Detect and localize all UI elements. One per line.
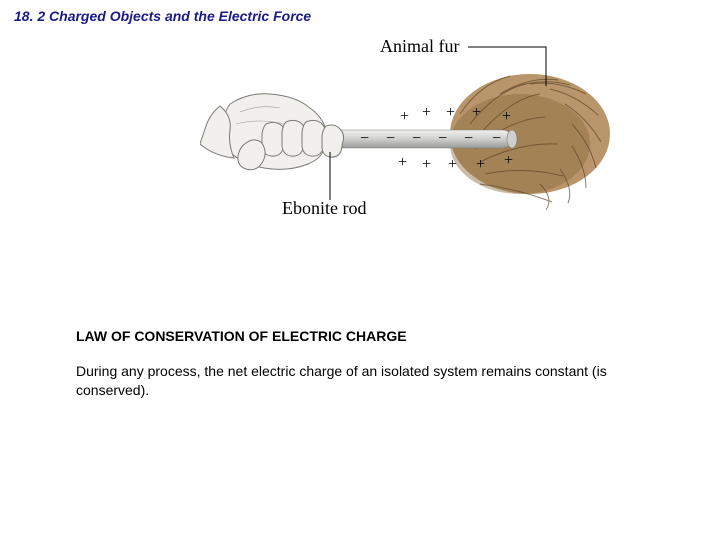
minus-sign: − (438, 130, 447, 148)
section-number: 18. 2 (14, 8, 45, 24)
law-heading: LAW OF CONSERVATION OF ELECTRIC CHARGE (76, 328, 407, 344)
diagram-svg (200, 34, 620, 244)
plus-sign: + (422, 104, 431, 122)
plus-sign: + (502, 108, 511, 126)
plus-sign: + (422, 156, 431, 174)
minus-sign: − (464, 130, 473, 148)
plus-sign: + (400, 108, 409, 126)
section-title: Charged Objects and the Electric Force (49, 8, 311, 24)
label-ebonite-rod: Ebonite rod (282, 198, 366, 219)
plus-sign: + (504, 152, 513, 170)
minus-sign: − (412, 130, 421, 148)
minus-sign: − (386, 130, 395, 148)
label-animal-fur: Animal fur (380, 36, 459, 57)
hand-shape (200, 94, 344, 170)
minus-sign: − (492, 130, 501, 148)
minus-sign: − (360, 130, 369, 148)
plus-sign: + (476, 156, 485, 174)
plus-sign: + (472, 104, 481, 122)
law-body: During any process, the net electric cha… (76, 362, 660, 400)
plus-sign: + (448, 156, 457, 174)
plus-sign: + (398, 154, 407, 172)
figure-container: Animal fur Ebonite rod ++++++++++−−−−−− (200, 34, 620, 244)
plus-sign: + (446, 104, 455, 122)
slide-header: 18. 2 Charged Objects and the Electric F… (14, 8, 311, 24)
